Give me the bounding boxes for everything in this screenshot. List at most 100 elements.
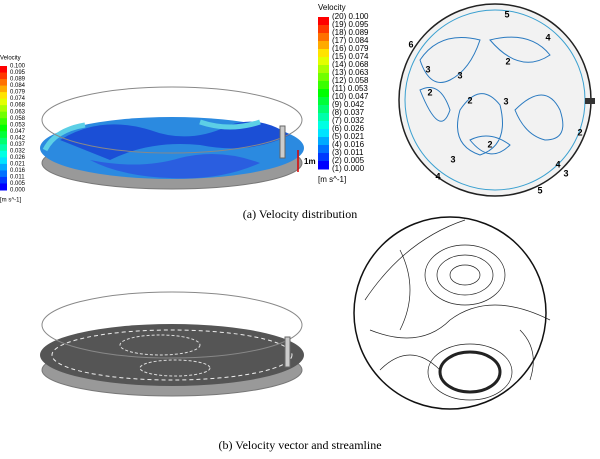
- legend-swatch: [0, 124, 7, 132]
- legend-swatch: [318, 41, 329, 50]
- vortex: [139, 359, 211, 377]
- contour-label: 2: [487, 139, 492, 149]
- tank-a: 1m: [40, 86, 316, 190]
- tank-b: [40, 291, 304, 397]
- legend-entry: (8) 0.037: [332, 108, 365, 117]
- legend-tick: 0.063: [10, 109, 26, 115]
- legend-tick: 0.037: [10, 142, 26, 148]
- legend-entry: (4) 0.016: [332, 140, 365, 149]
- legend-swatch: [318, 81, 329, 90]
- contour-label: 4: [555, 159, 560, 169]
- slow-region: [90, 154, 260, 179]
- legend-swatch: [318, 161, 329, 170]
- inlet: [585, 98, 595, 104]
- legend-entry: (19) 0.095: [332, 20, 369, 29]
- legend-swatch: [0, 118, 7, 126]
- caption: (b) Velocity vector and streamline: [218, 438, 381, 452]
- contour-label: 5: [504, 9, 509, 19]
- legend-swatch: [318, 121, 329, 130]
- legend-entry: (10) 0.047: [332, 92, 369, 101]
- legend-tick: 0.047: [10, 129, 26, 135]
- legend-swatch: [318, 57, 329, 66]
- legend-tick: 0.000: [10, 188, 26, 194]
- legend-swatch: [0, 137, 7, 145]
- contour-label: 3: [450, 154, 455, 164]
- legend-swatch: [318, 145, 329, 154]
- inlet-pipe: [284, 336, 291, 368]
- contour-label: 4: [435, 171, 440, 181]
- fast-region: [42, 119, 261, 152]
- contour-label: 5: [537, 185, 542, 195]
- legend-swatch: [318, 97, 329, 106]
- legend-title: Velocity: [318, 3, 346, 12]
- legend-tick: 0.100: [10, 64, 26, 70]
- legend-tick: 0.016: [10, 168, 26, 174]
- legend-tick: 0.095: [10, 70, 26, 76]
- legend-tick: 0.026: [10, 155, 26, 161]
- contour-label: 3: [425, 64, 430, 74]
- legend-swatch: [0, 170, 7, 178]
- legend-entry: (3) 0.011: [332, 148, 364, 157]
- legend-swatch: [0, 105, 7, 113]
- legend-swatch: [0, 144, 7, 152]
- legend-swatch: [0, 85, 7, 93]
- legend-tick: 0.068: [10, 103, 26, 109]
- contour-label: 2: [577, 127, 582, 137]
- caption: (a) Velocity distribution: [243, 207, 357, 221]
- streamlines: [364, 219, 551, 401]
- legend-swatch: [0, 150, 7, 158]
- legend-entry: (20) 0.100: [332, 12, 369, 21]
- legend-entry: (12) 0.058: [332, 76, 369, 85]
- scale-label: 1m: [304, 157, 316, 166]
- legend-entry: (6) 0.026: [332, 124, 365, 133]
- contour-label: 3: [457, 70, 462, 80]
- legend-swatch: [0, 79, 7, 87]
- legend-tick: 0.005: [10, 181, 26, 187]
- contour-label: 3: [503, 96, 508, 106]
- legend-tick: 0.032: [10, 148, 26, 154]
- legend-tick: 0.011: [10, 175, 25, 181]
- legend-title: Velocity: [0, 56, 21, 62]
- legend-entry: (5) 0.021: [332, 132, 365, 141]
- legend-unit: [m s^-1]: [0, 198, 21, 204]
- legend-swatch: [0, 176, 7, 184]
- legend-swatch: [0, 183, 7, 191]
- contour-label: 6: [408, 39, 413, 49]
- streamline-plot: [353, 216, 551, 410]
- legend-swatch: [318, 33, 329, 42]
- legend-entry: (13) 0.063: [332, 68, 369, 77]
- contour: [419, 36, 564, 156]
- vector-field: [51, 329, 293, 381]
- legend-entry: (11) 0.053: [332, 84, 368, 93]
- tank-top: [41, 291, 303, 359]
- legend-swatch: [0, 157, 7, 165]
- legend-swatch: [318, 137, 329, 146]
- contour-label: 3: [563, 168, 568, 178]
- tank-outline: [353, 216, 547, 410]
- legend-swatch: [0, 163, 7, 171]
- legend-entry: (16) 0.079: [332, 44, 369, 53]
- legend-swatch: [318, 113, 329, 122]
- contour-plot: [398, 3, 595, 197]
- legend-tick: 0.079: [10, 90, 26, 96]
- legend-tick: 0.058: [10, 116, 26, 122]
- legend-tick: 0.074: [10, 96, 26, 102]
- inlet-pipe: [279, 125, 286, 159]
- legend-entry: (2) 0.005: [332, 156, 365, 165]
- legend-swatch: [0, 111, 7, 119]
- legend-entry: (15) 0.074: [332, 52, 369, 61]
- legend-swatch: [0, 72, 7, 80]
- legend-entry: (1) 0.000: [332, 164, 365, 173]
- legend-tick: 0.042: [10, 135, 26, 141]
- legend-swatch: [318, 73, 329, 82]
- legend-swatch: [318, 65, 329, 74]
- contour-label: 2: [467, 95, 472, 105]
- legend-swatch: [0, 92, 7, 100]
- contour-label: 2: [427, 87, 432, 97]
- legend-entry: (9) 0.042: [332, 100, 365, 109]
- legend-swatch: [318, 25, 329, 34]
- legend-tick: 0.084: [10, 83, 26, 89]
- legend-swatch: [0, 131, 7, 139]
- legend-swatch: [318, 49, 329, 58]
